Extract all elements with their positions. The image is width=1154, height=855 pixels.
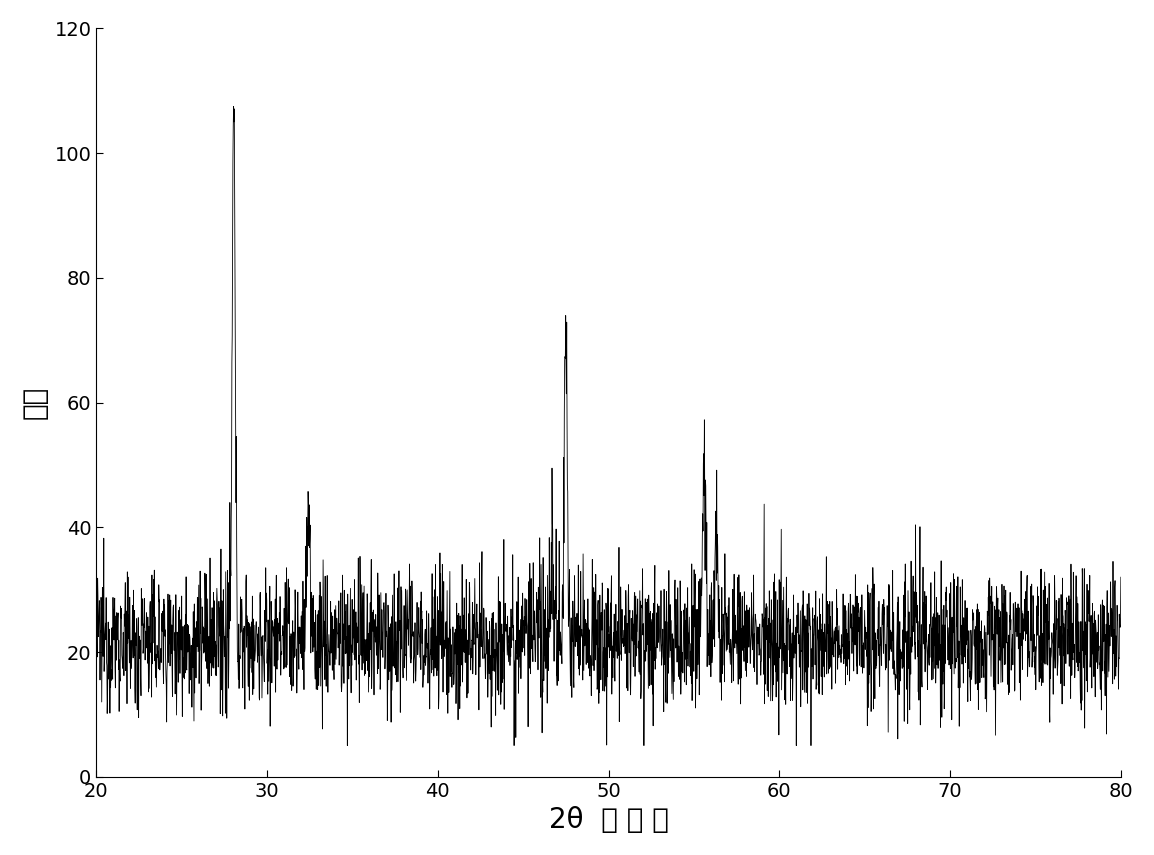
Y-axis label: 强度: 强度 bbox=[21, 386, 48, 419]
X-axis label: 2θ  （ 度 ）: 2θ （ 度 ） bbox=[548, 806, 668, 834]
